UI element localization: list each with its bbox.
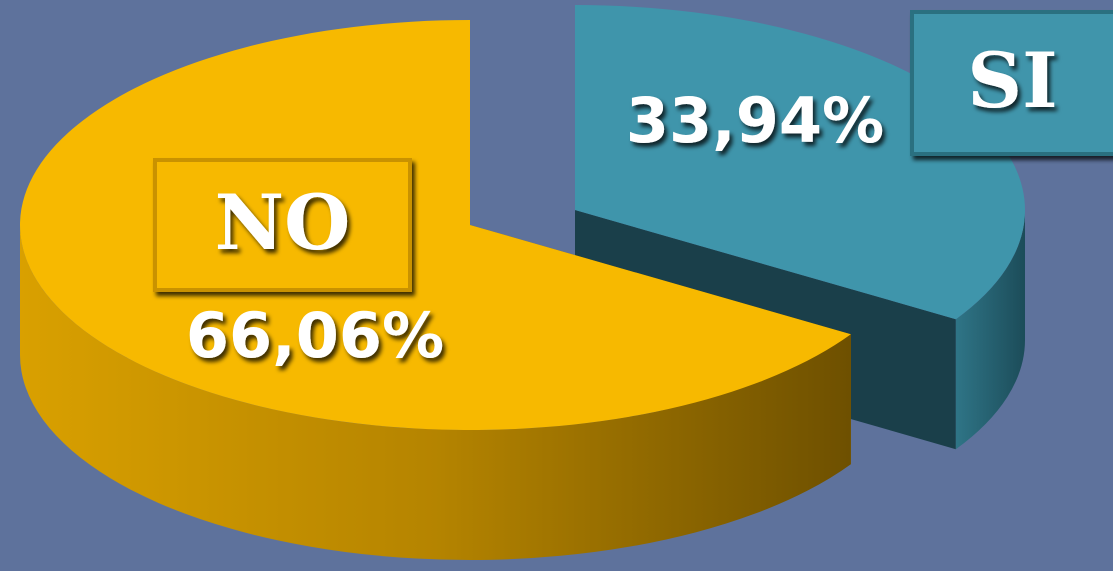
category-label: SI bbox=[967, 36, 1057, 125]
slice-side bbox=[20, 225, 851, 561]
value-label: 66,06% bbox=[186, 299, 444, 372]
slice-side bbox=[955, 210, 1025, 450]
category-box bbox=[910, 10, 1113, 156]
category-box bbox=[153, 158, 412, 292]
value-label: 33,94% bbox=[626, 84, 884, 157]
labels: NO 66,06% SI 33,94% bbox=[153, 10, 1113, 372]
category-label: NO bbox=[215, 178, 351, 267]
slice bbox=[19, 20, 851, 430]
